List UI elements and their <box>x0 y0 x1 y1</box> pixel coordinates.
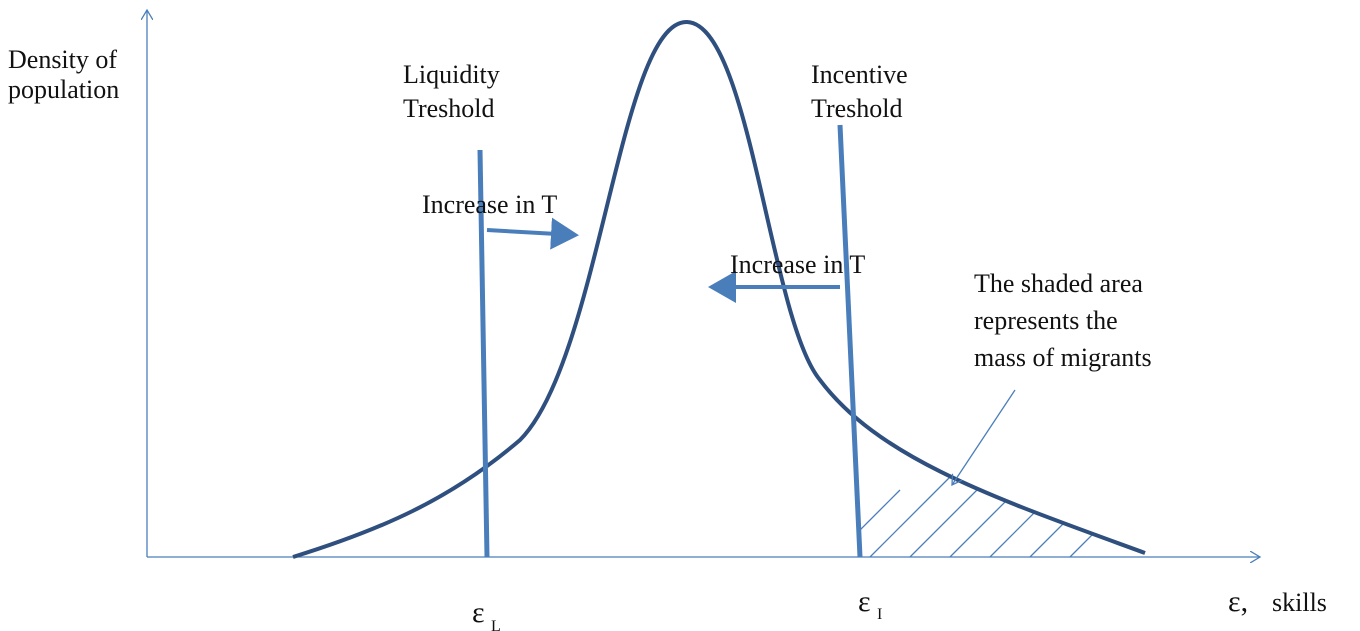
annotation: The shaded area <box>974 269 1143 298</box>
threshold-subscript: I <box>877 606 882 623</box>
threshold-symbol: ε <box>858 585 871 618</box>
annotation-pointer <box>952 389 1016 485</box>
threshold-label: Treshold <box>403 94 495 123</box>
incentive-threshold <box>837 124 863 558</box>
x-axis-label: skills <box>1272 588 1327 617</box>
annotation: represents the <box>974 306 1118 335</box>
threshold-symbol: ε <box>472 596 485 629</box>
annotation: mass of migrants <box>974 343 1152 372</box>
threshold-label: Liquidity <box>403 60 500 89</box>
liquidity-threshold <box>477 149 490 558</box>
arrow-label: Increase in T <box>730 250 865 279</box>
arrow-label: Increase in T <box>422 190 557 219</box>
density-curve <box>292 19 1146 559</box>
shift-arrow <box>486 217 579 250</box>
shaded-area <box>860 466 1141 557</box>
threshold-label: Incentive <box>811 60 908 89</box>
threshold-label: Treshold <box>811 94 903 123</box>
x-axis-symbol: ε, <box>1228 585 1248 618</box>
y-axis-label: population <box>8 75 119 104</box>
y-axis-label: Density of <box>8 45 117 74</box>
threshold-subscript: L <box>491 618 501 631</box>
